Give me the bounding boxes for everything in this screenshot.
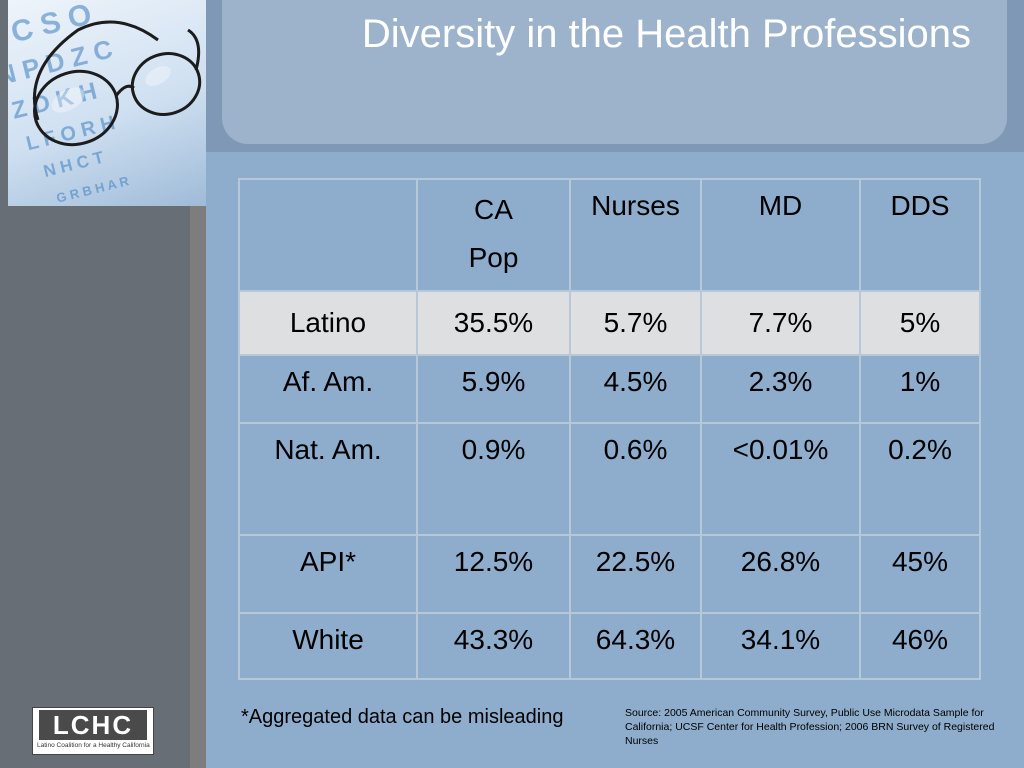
cell-md: 7.7% [700, 290, 861, 356]
cell-nurses: 4.5% [569, 354, 702, 424]
row-label: White [238, 612, 418, 680]
lchc-logo: LCHC Latino Coalition for a Healthy Cali… [32, 707, 154, 755]
header-empty-cell [238, 178, 418, 292]
table-row: White 43.3% 64.3% 34.1% 46% [238, 612, 981, 680]
cell-md: <0.01% [700, 422, 861, 536]
diversity-table: CA Pop Nurses MD DDS Latino 35.5% 5.7% 7… [238, 178, 981, 680]
cell-ca-pop: 5.9% [416, 354, 571, 424]
cell-ca-pop: 0.9% [416, 422, 571, 536]
header-ca-pop: CA Pop [416, 178, 571, 292]
logo-subtitle: Latino Coalition for a Healthy Californi… [37, 742, 150, 749]
cell-md: 34.1% [700, 612, 861, 680]
cell-dds: 0.2% [859, 422, 981, 536]
table-row: API* 12.5% 22.5% 26.8% 45% [238, 534, 981, 614]
eye-chart-glasses-image: E C S O N P D Z C Z D K H L F O R H N H … [8, 0, 206, 206]
title-panel: Diversity in the Health Professions [222, 0, 1007, 144]
header-dds: DDS [859, 178, 981, 292]
photo-chart-row: N H C T [41, 148, 106, 181]
cell-dds: 46% [859, 612, 981, 680]
cell-ca-pop: 12.5% [416, 534, 571, 614]
footnote: *Aggregated data can be misleading [241, 706, 564, 728]
row-label: API* [238, 534, 418, 614]
cell-nurses: 5.7% [569, 290, 702, 356]
header-nurses: Nurses [569, 178, 702, 292]
row-label: Latino [238, 290, 418, 356]
header-ca-pop-line1: CA [474, 194, 513, 225]
cell-nurses: 22.5% [569, 534, 702, 614]
row-label: Af. Am. [238, 354, 418, 424]
table-row: Latino 35.5% 5.7% 7.7% 5% [238, 290, 981, 356]
cell-nurses: 64.3% [569, 612, 702, 680]
cell-dds: 1% [859, 354, 981, 424]
row-label: Nat. Am. [238, 422, 418, 536]
slide-title: Diversity in the Health Professions [361, 12, 971, 56]
cell-ca-pop: 43.3% [416, 612, 571, 680]
cell-md: 2.3% [700, 354, 861, 424]
source-citation: Source: 2005 American Community Survey, … [625, 707, 995, 747]
photo-chart-row: G R B H A R [55, 173, 131, 206]
header-ca-pop-line2: Pop [468, 242, 519, 273]
cell-ca-pop: 35.5% [416, 290, 571, 356]
cell-dds: 45% [859, 534, 981, 614]
cell-md: 26.8% [700, 534, 861, 614]
table-header-row: CA Pop Nurses MD DDS [238, 178, 981, 292]
table-row: Nat. Am. 0.9% 0.6% <0.01% 0.2% [238, 422, 981, 536]
logo-text: LCHC [39, 710, 147, 740]
header-md: MD [700, 178, 861, 292]
table-row: Af. Am. 5.9% 4.5% 2.3% 1% [238, 354, 981, 424]
glasses-icon [33, 20, 202, 147]
cell-dds: 5% [859, 290, 981, 356]
cell-nurses: 0.6% [569, 422, 702, 536]
